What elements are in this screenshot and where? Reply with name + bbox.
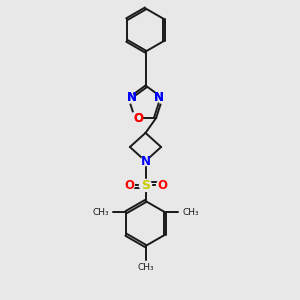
Circle shape xyxy=(130,113,140,124)
Text: O: O xyxy=(124,179,134,192)
Text: CH₃: CH₃ xyxy=(92,208,109,217)
Circle shape xyxy=(157,92,168,103)
Circle shape xyxy=(123,92,134,103)
Text: O: O xyxy=(134,112,143,125)
Circle shape xyxy=(140,179,152,191)
Text: N: N xyxy=(154,91,164,104)
Text: N: N xyxy=(127,91,137,104)
Text: S: S xyxy=(141,179,150,192)
Text: N: N xyxy=(127,91,137,104)
Text: N: N xyxy=(154,91,164,104)
Circle shape xyxy=(124,180,134,191)
Text: O: O xyxy=(134,112,143,125)
Circle shape xyxy=(157,180,167,191)
Text: N: N xyxy=(140,154,151,168)
Text: O: O xyxy=(157,179,167,192)
Circle shape xyxy=(141,157,150,166)
Text: CH₃: CH₃ xyxy=(182,208,199,217)
Text: CH₃: CH₃ xyxy=(137,263,154,272)
